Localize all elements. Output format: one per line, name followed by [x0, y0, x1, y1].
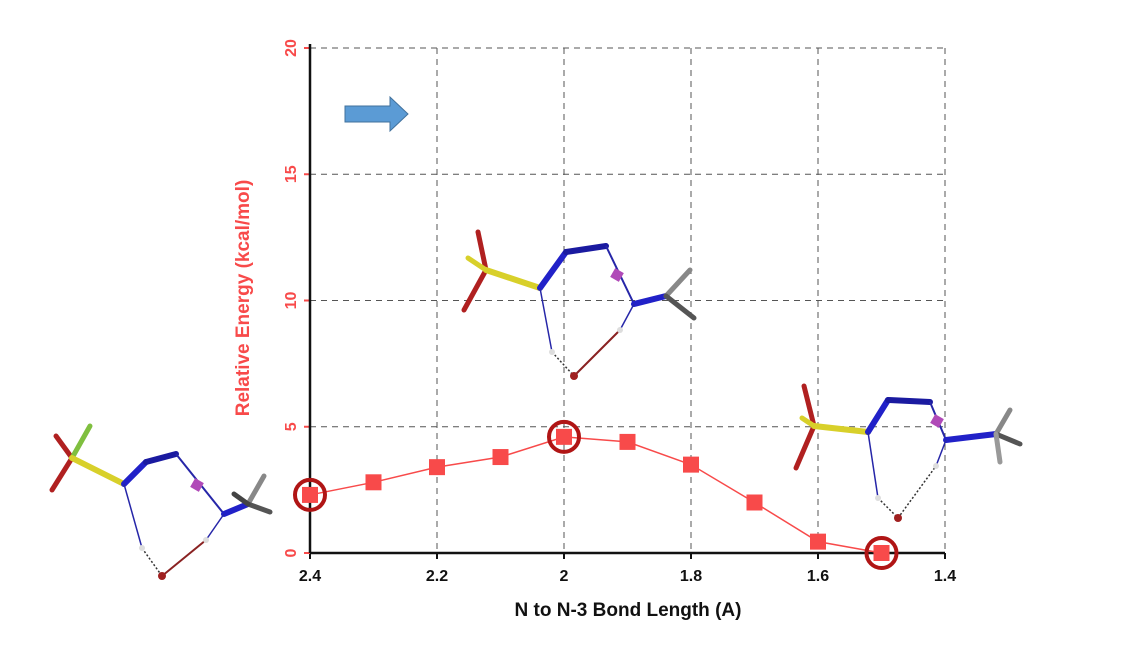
plot-grid: [310, 47, 946, 553]
energy-series: [302, 428, 890, 561]
y-tick-label: 0: [283, 548, 300, 557]
highlight-circle: [864, 536, 899, 570]
y-tick-labels: 0 5 10 15 20: [283, 39, 300, 557]
series-line: [309, 436, 882, 554]
data-point-marker: [492, 449, 509, 466]
x-tick-label: 2.4: [299, 568, 321, 585]
y-axis-title: Relative Energy (kcal/mol): [233, 180, 254, 417]
highlight-circle: [293, 477, 327, 512]
data-point-marker: [556, 428, 572, 445]
data-point-marker: [365, 474, 382, 491]
reaction-direction-arrow: [344, 95, 409, 133]
x-tick-label: 2: [560, 568, 569, 585]
highlight-circle: [547, 419, 581, 454]
y-tick-label: 15: [283, 165, 300, 183]
x-axis-title: N to N-3 Bond Length (A): [515, 600, 742, 621]
x-tick-labels: 2.4 2.2 2 1.8 1.6 1.4: [299, 568, 956, 585]
data-point-marker: [302, 486, 318, 503]
x-tick-label: 1.6: [807, 568, 829, 585]
y-tick-label: 5: [283, 422, 300, 431]
data-point-marker: [873, 545, 890, 561]
transition-state-molecule-image: [461, 229, 697, 380]
data-point-marker: [746, 494, 763, 511]
x-tick-label: 2.2: [426, 568, 448, 585]
plot-axes: [304, 44, 946, 559]
x-tick-label: 1.8: [680, 568, 702, 585]
product-molecule-image: [793, 383, 1023, 522]
x-tick-label: 1.4: [934, 568, 956, 585]
y-tick-label: 10: [283, 292, 300, 310]
data-point-marker: [429, 459, 445, 476]
data-point-marker: [619, 433, 636, 450]
highlight-circles: [293, 419, 899, 570]
reactant-molecule-image: [49, 423, 273, 580]
data-point-marker: [683, 456, 699, 473]
y-tick-label: 20: [283, 39, 300, 57]
data-point-marker: [810, 533, 826, 550]
